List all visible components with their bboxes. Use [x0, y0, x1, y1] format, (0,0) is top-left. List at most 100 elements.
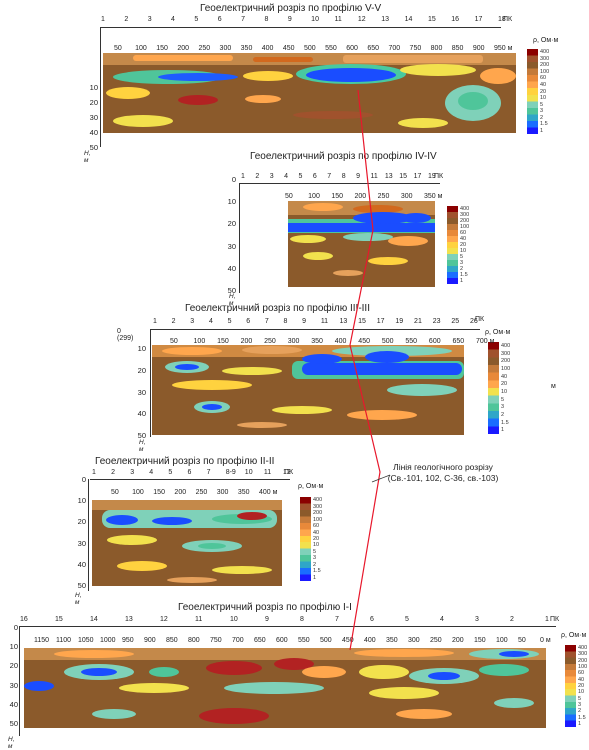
panel-title: Геоелектричний розріз по профілю II-II: [95, 456, 275, 467]
profile-axis: [90, 479, 290, 480]
distance-label: 400: [364, 637, 376, 644]
picket-label: 26: [470, 318, 478, 325]
picket-label: 4: [208, 318, 213, 325]
legend-value: 1.5: [540, 121, 548, 128]
legend-colorbar: [300, 497, 311, 581]
depth-tick-label: 40: [137, 409, 146, 419]
distance-label: 700: [388, 45, 401, 52]
picket-label: 13: [125, 616, 133, 623]
depth-unit-label: H, м: [8, 736, 15, 750]
legend-value: 400: [501, 342, 511, 349]
legend-colorbar: [488, 342, 499, 434]
legend-value: 2: [540, 114, 544, 121]
picket-label: 3: [190, 318, 195, 325]
picket-label: 13: [384, 173, 393, 180]
pk-unit: ПК: [475, 316, 485, 323]
distance-label: 1150: [34, 637, 50, 644]
legend-value: 10: [460, 248, 467, 254]
resistivity-section: [103, 53, 516, 133]
distance-label: 750: [409, 45, 422, 52]
legend-value: 3: [460, 260, 464, 266]
legend-colorbar: [565, 645, 576, 727]
resistivity-section: [92, 500, 282, 586]
legend-value: 20: [501, 381, 508, 388]
picket-label: 10: [230, 616, 238, 623]
picket-label: 6: [312, 173, 317, 180]
legend-value: 100: [501, 365, 511, 372]
legend-title: ρ, Ом·м: [533, 37, 559, 44]
picket-label: 9: [265, 616, 269, 623]
picket-label: 23: [432, 318, 441, 325]
distance-label: 300: [219, 45, 232, 52]
start-label: 0 (299): [117, 328, 134, 342]
legend-title: ρ, Ом·м: [298, 483, 324, 490]
legend-value: 100: [540, 68, 550, 75]
distance-label: 250: [264, 338, 276, 345]
legend-value: 5: [578, 695, 582, 702]
distance-label: 200: [354, 193, 367, 200]
picket-label: 17: [413, 173, 422, 180]
depth-tick-label: 50: [227, 286, 236, 295]
depth-tick-label: 0: [81, 475, 86, 484]
picket-label: 1: [153, 318, 157, 325]
distance-label: 400 м: [259, 489, 278, 496]
distance-label: 850: [166, 637, 178, 644]
legend-value: 1: [501, 427, 505, 434]
distance-label: 950: [122, 637, 134, 644]
distance-label: 50: [285, 193, 293, 200]
distance-label: 550: [405, 338, 418, 345]
picket-label: 8: [300, 616, 304, 623]
picket-label: 19: [428, 173, 436, 180]
geology-line-label: Лінія геологічного розрізу (Св.-101, 102…: [363, 462, 523, 484]
panel-title: Геоелектричний розріз по профілю III-III: [185, 303, 370, 314]
distance-label: 150: [217, 338, 229, 345]
legend-value: 10: [313, 542, 320, 549]
legend-value: 100: [313, 516, 323, 523]
legend-value: 1: [313, 574, 317, 581]
picket-label: 6: [187, 469, 192, 476]
section-image: [24, 648, 546, 728]
picket-label: 3: [475, 616, 479, 623]
picket-label: 1: [545, 616, 549, 623]
distance-label: 150: [153, 489, 165, 496]
depth-tick-label: 0: [13, 623, 18, 632]
depth-tick-label: 40: [227, 263, 236, 273]
picket-label: 2: [255, 173, 260, 180]
picket-label: 5: [298, 173, 303, 180]
distance-label: 250: [198, 45, 211, 52]
distance-label: 400: [334, 338, 347, 345]
depth-unit-label: H, м: [84, 150, 91, 164]
picket-label: 11: [370, 173, 378, 180]
section-image: [103, 53, 516, 133]
legend-value: 100: [460, 224, 470, 230]
legend-value: 200: [501, 358, 511, 365]
picket-label: 6: [370, 616, 374, 623]
picket-label: 12: [160, 616, 168, 623]
legend-value: 200: [540, 62, 550, 69]
depth-tick-label: 10: [9, 642, 18, 652]
picket-label: 10: [311, 16, 319, 23]
depth-tick-label: 10: [89, 83, 98, 92]
picket-label: 11: [320, 318, 329, 325]
legend-value: 2: [313, 561, 317, 568]
picket-label: 5: [194, 16, 199, 23]
picket-label: 7: [327, 173, 332, 180]
distance-label: 100: [135, 45, 147, 52]
picket-label: 16: [20, 616, 28, 623]
depth-unit-label: H, м: [229, 293, 236, 307]
distance-label: 800: [188, 637, 200, 644]
legend-value: 3: [540, 108, 544, 115]
picket-label: 19: [395, 318, 404, 325]
picket-label: 13: [381, 16, 390, 23]
picket-label: 9: [356, 173, 360, 180]
picket-label: 10: [244, 469, 253, 476]
depth-axis: [88, 479, 89, 591]
distance-label: 450: [358, 338, 370, 345]
legend-value: 100: [578, 664, 588, 671]
legend-value: 60: [313, 523, 320, 530]
distance-label: 50: [170, 338, 178, 345]
distance-label: 750: [210, 637, 222, 644]
legend-value: 5: [501, 396, 505, 403]
legend-value: 300: [540, 55, 550, 62]
distance-label: 200: [452, 637, 464, 644]
